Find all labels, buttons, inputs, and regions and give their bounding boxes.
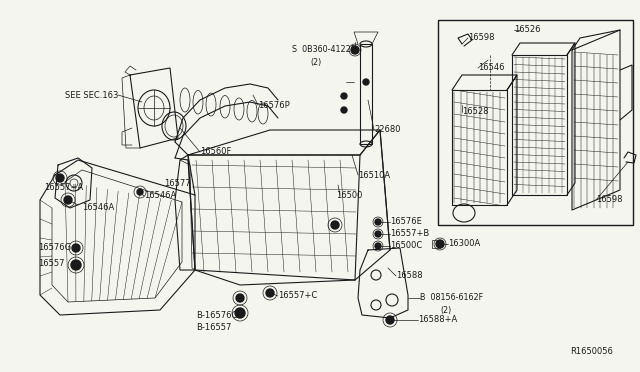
Circle shape bbox=[235, 308, 245, 318]
Text: B-16576G: B-16576G bbox=[196, 311, 238, 320]
Circle shape bbox=[56, 174, 64, 182]
Text: 16588: 16588 bbox=[396, 272, 422, 280]
Text: 16557+C: 16557+C bbox=[278, 292, 317, 301]
Circle shape bbox=[386, 316, 394, 324]
Text: B-16557: B-16557 bbox=[196, 324, 232, 333]
Circle shape bbox=[71, 260, 81, 270]
Bar bbox=[438, 20, 633, 225]
Circle shape bbox=[331, 221, 339, 229]
Text: 16598: 16598 bbox=[468, 33, 495, 42]
Circle shape bbox=[266, 289, 274, 297]
Text: 16598: 16598 bbox=[596, 196, 623, 205]
Circle shape bbox=[341, 93, 347, 99]
Circle shape bbox=[236, 294, 244, 302]
Circle shape bbox=[351, 46, 359, 54]
Text: 16588+A: 16588+A bbox=[418, 315, 457, 324]
Text: 16557: 16557 bbox=[38, 260, 65, 269]
Circle shape bbox=[375, 231, 381, 237]
Text: 16560F: 16560F bbox=[200, 148, 232, 157]
Circle shape bbox=[363, 79, 369, 85]
Text: 16500: 16500 bbox=[336, 190, 362, 199]
Text: 16526: 16526 bbox=[514, 26, 541, 35]
Text: 16576E: 16576E bbox=[390, 218, 422, 227]
Circle shape bbox=[72, 244, 80, 252]
Text: 16546A: 16546A bbox=[82, 202, 115, 212]
Text: 16576P: 16576P bbox=[258, 100, 290, 109]
Text: 16528: 16528 bbox=[462, 108, 488, 116]
Bar bbox=[360, 44, 372, 144]
Circle shape bbox=[64, 196, 72, 204]
Circle shape bbox=[137, 189, 143, 195]
Text: 16577: 16577 bbox=[164, 179, 191, 187]
Text: 16500C: 16500C bbox=[390, 241, 422, 250]
Text: 16546: 16546 bbox=[478, 64, 504, 73]
Bar bbox=[432, 240, 440, 248]
Text: (2): (2) bbox=[310, 58, 321, 67]
Text: (2): (2) bbox=[440, 305, 451, 314]
Text: B  08156-6162F: B 08156-6162F bbox=[420, 294, 483, 302]
Text: R1650056: R1650056 bbox=[570, 347, 613, 356]
Circle shape bbox=[341, 107, 347, 113]
Circle shape bbox=[436, 240, 444, 248]
Text: SEE SEC.163: SEE SEC.163 bbox=[65, 90, 118, 99]
Text: 16576G: 16576G bbox=[38, 244, 71, 253]
Circle shape bbox=[375, 243, 381, 249]
Text: 16510A: 16510A bbox=[358, 170, 390, 180]
Circle shape bbox=[375, 219, 381, 225]
Text: 16557+A: 16557+A bbox=[44, 183, 83, 192]
Text: 22680: 22680 bbox=[374, 125, 401, 135]
Text: 16300A: 16300A bbox=[448, 240, 480, 248]
Text: 16557+B: 16557+B bbox=[390, 230, 429, 238]
Text: S  0B360-41225-: S 0B360-41225- bbox=[292, 45, 359, 55]
Text: 16546A: 16546A bbox=[144, 192, 176, 201]
